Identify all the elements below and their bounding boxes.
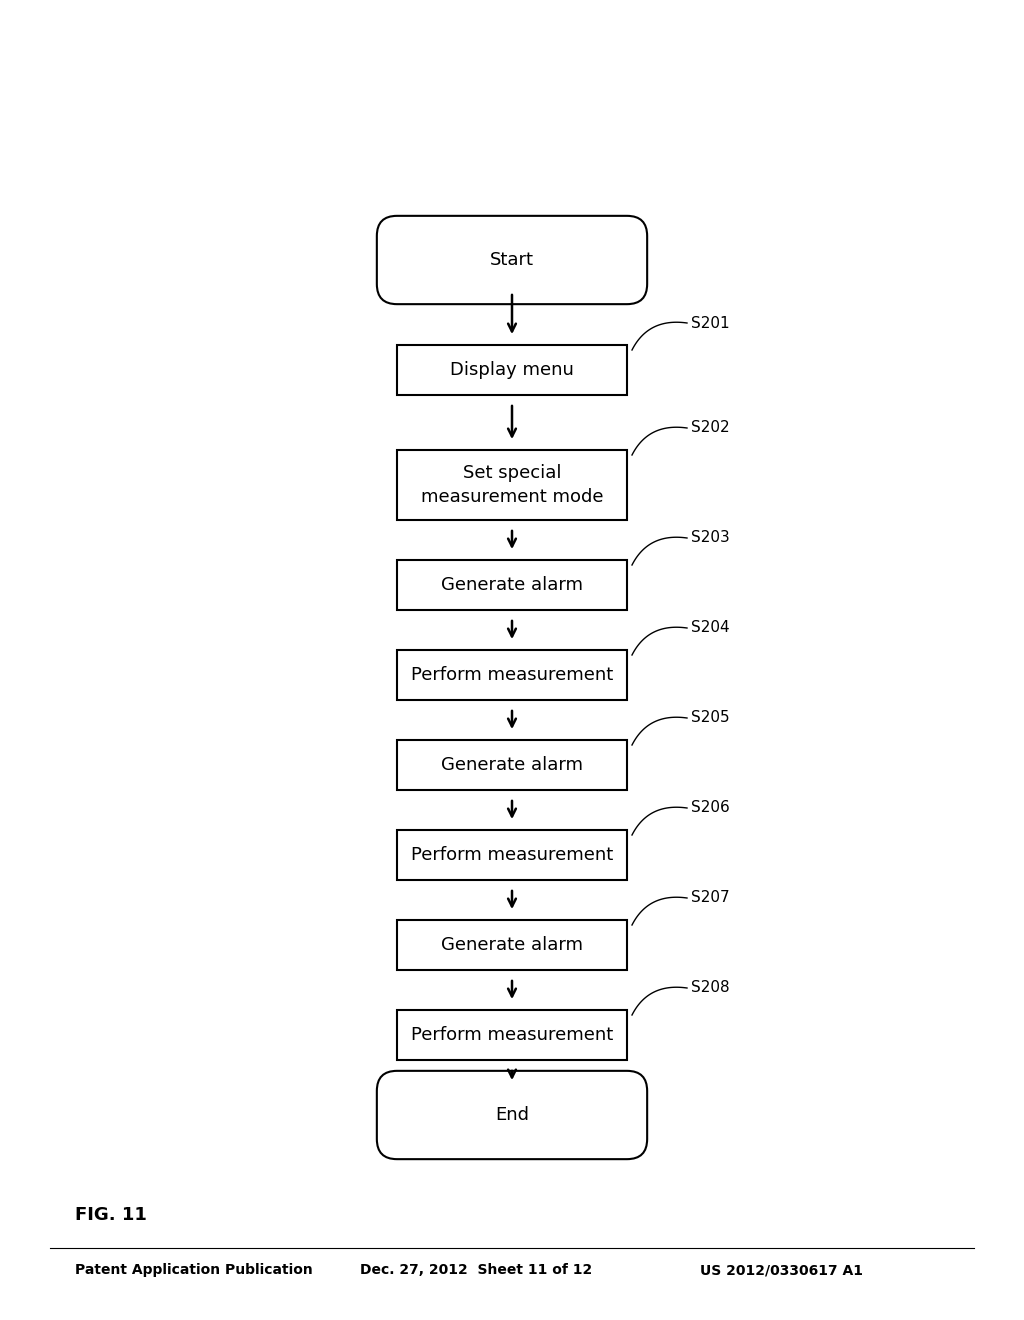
Text: Generate alarm: Generate alarm [441,936,583,954]
Bar [397,560,627,610]
Bar [397,649,627,700]
Text: Start: Start [490,251,534,269]
Text: Perform measurement: Perform measurement [411,1026,613,1044]
Text: S203: S203 [691,531,730,545]
Text: S205: S205 [691,710,730,726]
Text: S207: S207 [691,891,730,906]
Text: Display menu: Display menu [451,360,573,379]
Text: FIG. 11: FIG. 11 [75,1206,146,1224]
FancyBboxPatch shape [377,1071,647,1159]
Bar [397,741,627,789]
Bar [397,1010,627,1060]
Text: Set special
measurement mode: Set special measurement mode [421,463,603,507]
Text: S208: S208 [691,981,730,995]
Text: Perform measurement: Perform measurement [411,846,613,865]
Text: Generate alarm: Generate alarm [441,756,583,774]
Bar [397,830,627,880]
Text: S201: S201 [691,315,730,330]
Bar [397,920,627,970]
Text: End: End [495,1106,529,1125]
Text: Perform measurement: Perform measurement [411,667,613,684]
Text: US 2012/0330617 A1: US 2012/0330617 A1 [700,1263,863,1276]
Text: S206: S206 [691,800,730,816]
Bar [397,345,627,395]
Text: Generate alarm: Generate alarm [441,576,583,594]
Bar [397,450,627,520]
Text: Dec. 27, 2012  Sheet 11 of 12: Dec. 27, 2012 Sheet 11 of 12 [360,1263,592,1276]
FancyBboxPatch shape [377,216,647,304]
Text: Patent Application Publication: Patent Application Publication [75,1263,312,1276]
Text: S204: S204 [691,620,730,635]
Text: S202: S202 [691,421,730,436]
